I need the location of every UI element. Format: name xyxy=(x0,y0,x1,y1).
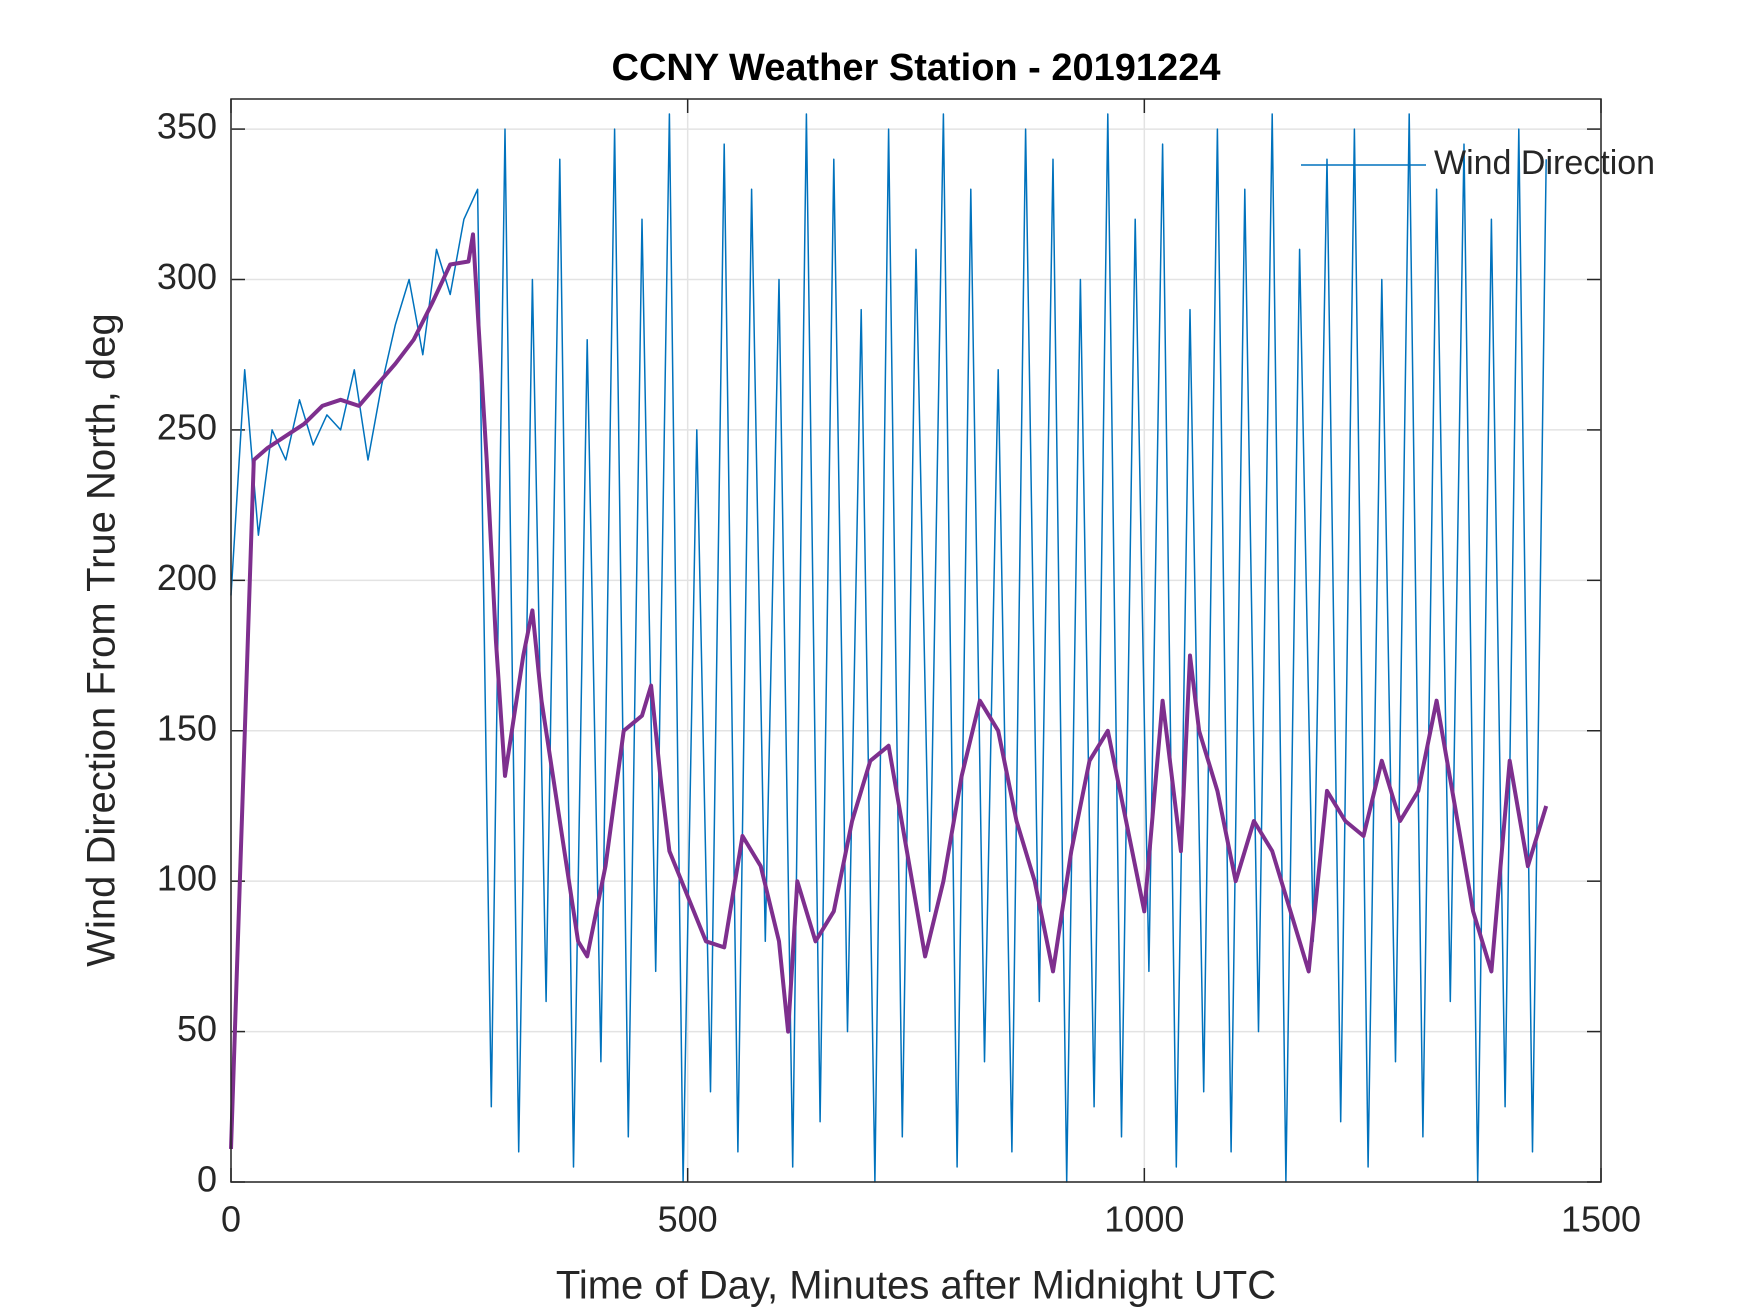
chart-title: CCNY Weather Station - 20191224 xyxy=(612,47,1221,89)
series-line xyxy=(229,232,1549,1149)
y-tick-label: 250 xyxy=(157,406,217,447)
y-tick-label: 200 xyxy=(157,557,217,598)
series-line xyxy=(230,113,1547,1183)
y-tick-label: 0 xyxy=(197,1159,217,1200)
x-tick-label: 1500 xyxy=(1561,1199,1641,1240)
x-tick-label: 0 xyxy=(221,1199,241,1240)
y-tick-label: 50 xyxy=(177,1008,217,1049)
y-tick-label: 100 xyxy=(157,858,217,899)
legend-label: Wind Direction xyxy=(1434,144,1655,182)
y-tick-label: 300 xyxy=(157,256,217,297)
y-tick-label: 350 xyxy=(157,106,217,147)
y-axis-label: Wind Direction From True North, deg xyxy=(80,313,124,967)
x-tick-label: 1000 xyxy=(1104,1199,1184,1240)
x-tick-label: 500 xyxy=(658,1199,718,1240)
x-axis-label: Time of Day, Minutes after Midnight UTC xyxy=(556,1264,1276,1308)
plot-frame xyxy=(230,98,1602,1183)
y-tick-label: 150 xyxy=(157,707,217,748)
